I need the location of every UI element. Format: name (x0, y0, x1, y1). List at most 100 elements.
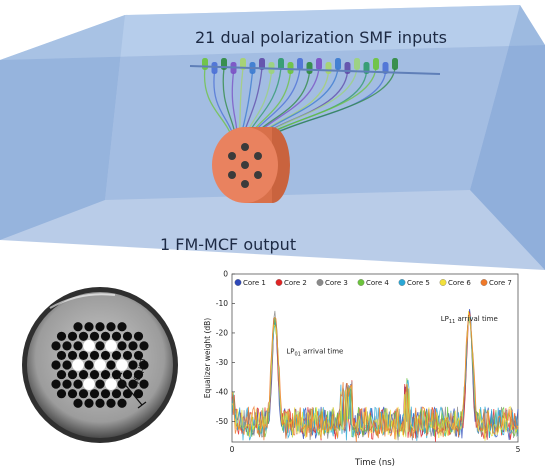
y-tick-label: -40 (216, 387, 228, 396)
legend-label: Core 7 (489, 279, 512, 287)
inputs-label: 21 dual polarization SMF inputs (195, 28, 447, 47)
fiber-ferrule (297, 58, 303, 70)
legend-swatch (275, 279, 283, 286)
air-hole-lattice (51, 322, 149, 408)
air-hole (67, 350, 78, 361)
air-hole (106, 360, 116, 370)
mcf-core (241, 161, 249, 169)
air-hole (139, 341, 149, 351)
legend-swatch (234, 279, 242, 286)
fiber-ferrule (316, 58, 322, 70)
fiber-ferrule (259, 58, 265, 70)
air-hole (51, 341, 61, 351)
air-hole (73, 341, 83, 351)
air-hole (78, 350, 89, 361)
air-hole (89, 369, 100, 380)
air-hole (67, 389, 78, 399)
fiber-cross-section-photo: 40 μm (22, 287, 178, 443)
mcf-core (254, 171, 262, 179)
legend-swatch (398, 279, 406, 286)
mcf-cores (228, 143, 262, 188)
y-tick-label: -30 (216, 358, 228, 367)
fiber-ferrule (392, 58, 398, 70)
fiber-core (94, 359, 106, 371)
fiber-holder-rail (189, 65, 441, 75)
fiber-ferrule (306, 62, 313, 74)
air-hole (139, 379, 149, 389)
air-hole (62, 341, 72, 351)
air-hole (84, 322, 94, 332)
y-tick-label: -50 (216, 417, 228, 426)
chart-legend: Core 1 Core 2 Core 3 Core 4 Core 5 Core 6 Core… (234, 279, 512, 287)
air-hole (89, 331, 100, 341)
legend-swatch (439, 279, 447, 286)
air-hole (89, 350, 100, 361)
series-line-core-6 (231, 310, 519, 441)
air-hole (117, 379, 127, 389)
peak-annotation: LP01 arrival time (286, 348, 343, 358)
fiber-ferrule (382, 62, 389, 74)
fiber-core (72, 359, 84, 371)
air-hole (89, 389, 100, 399)
air-hole (67, 331, 78, 341)
legend-label: Core 1 (243, 279, 266, 287)
air-hole (128, 341, 138, 351)
axis-ticks: 0 -10 -20 -30 -40 -50 0 5 (216, 270, 521, 455)
series-lines (231, 309, 519, 442)
fiber-ferrule (344, 62, 351, 74)
y-axis-label: Equalizer weight (dB) (203, 318, 212, 399)
air-hole (100, 350, 111, 361)
fiber-core (105, 340, 117, 352)
schematic-figure: 21 dual polarization SMF inputs 1 FM-MCF… (0, 5, 545, 270)
air-hole (100, 389, 111, 399)
air-hole (95, 341, 105, 351)
legend-label: Core 4 (366, 279, 389, 287)
legend-label: Core 6 (448, 279, 471, 287)
legend-swatch (480, 279, 488, 286)
legend-swatch (316, 279, 324, 286)
air-hole (122, 350, 133, 361)
chart-annotations: LP01 arrival time LP11 arrival time (286, 315, 497, 357)
air-hole (100, 369, 111, 380)
air-hole (106, 398, 116, 408)
air-hole (117, 341, 127, 351)
air-hole (73, 379, 83, 389)
air-hole (51, 379, 61, 389)
legend-label: Core 2 (284, 279, 307, 287)
air-hole (95, 322, 105, 332)
air-hole (111, 389, 122, 399)
air-hole (56, 389, 67, 399)
air-hole (56, 350, 67, 361)
output-label: 1 FM-MCF output (160, 235, 296, 254)
x-axis-label: Time (ns) (354, 458, 395, 468)
air-hole (111, 331, 122, 341)
air-hole (117, 398, 127, 408)
fiber-ferrule (335, 58, 341, 70)
air-hole (117, 322, 127, 332)
air-hole (122, 369, 133, 380)
air-hole (73, 322, 83, 332)
legend-label: Core 5 (407, 279, 430, 287)
fiber-ferrule (325, 62, 332, 74)
air-hole (84, 360, 94, 370)
x-tick-label: 0 (230, 445, 235, 454)
air-hole (122, 389, 133, 399)
fiber-core (105, 378, 117, 390)
peak-annotation: LP11 arrival time (441, 315, 498, 325)
legend-label: Core 3 (325, 279, 348, 287)
air-hole (78, 331, 89, 341)
air-hole (95, 398, 105, 408)
air-hole (111, 350, 122, 361)
air-hole (100, 331, 111, 341)
air-hole (128, 360, 138, 370)
fiber-ferrule (278, 58, 284, 70)
fiber-core (83, 340, 95, 352)
mcf-core (241, 180, 249, 188)
fiber-core (116, 359, 128, 371)
air-hole (84, 398, 94, 408)
legend-swatch (357, 279, 365, 286)
fiber-ferrule (221, 58, 227, 70)
input-ferrules (189, 58, 441, 75)
air-hole (133, 369, 144, 380)
fm-mcf-output (212, 127, 290, 203)
